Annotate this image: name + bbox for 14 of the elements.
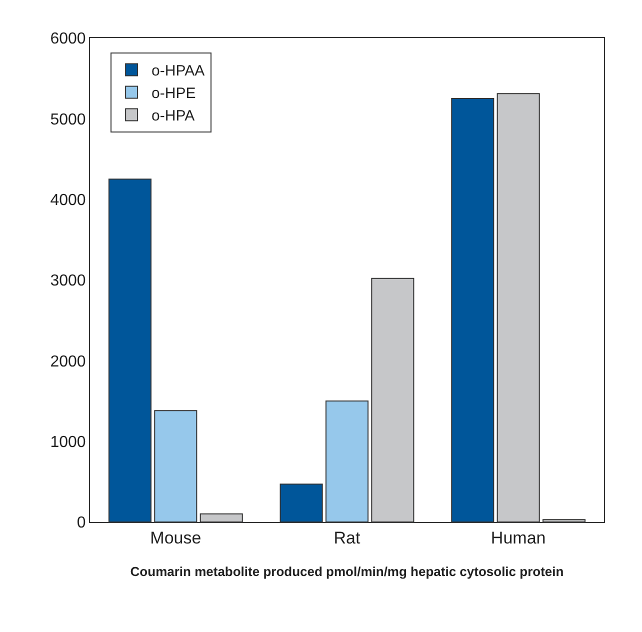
- y-tick-label: 0: [76, 514, 86, 532]
- y-tick-label: 6000: [50, 30, 86, 48]
- legend-label: o-HPAA: [152, 62, 205, 80]
- y-tick-label: 2000: [50, 353, 86, 370]
- y-tick-label: 4000: [50, 192, 86, 209]
- legend-label: o-HPA: [152, 108, 195, 125]
- x-tick-label: Mouse: [150, 528, 202, 548]
- legend-label: o-HPE: [152, 85, 196, 102]
- y-tick-label: 1000: [50, 434, 86, 451]
- y-tick-label: 3000: [50, 272, 86, 290]
- x-axis-title: Coumarin metabolite produced pmol/min/mg hepatic cytosolic protein: [130, 564, 564, 579]
- y-tick-label: 5000: [50, 111, 86, 128]
- x-tick-label: Rat: [334, 528, 360, 548]
- x-tick-label: Human: [490, 528, 546, 548]
